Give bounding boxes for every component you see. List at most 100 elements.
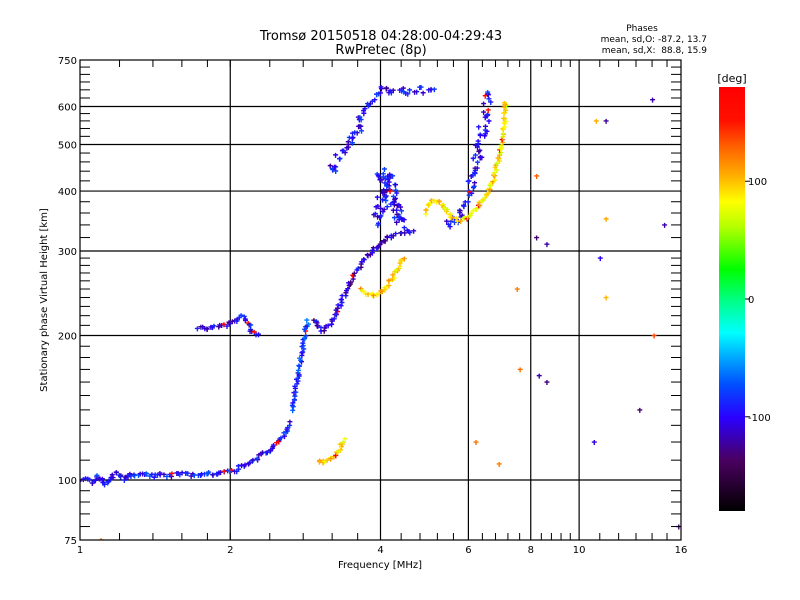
data-point [381,207,387,213]
data-point [411,228,417,234]
y-tick-label: 300 [58,247,77,258]
data-point [378,90,384,96]
data-point [500,140,506,146]
data-point [242,318,248,324]
data-point [229,468,235,474]
data-point [399,208,405,214]
data-point [324,458,330,464]
data-point [470,208,476,214]
data-point [482,124,488,130]
axis-ticks [80,60,681,540]
data-point [407,230,413,236]
data-point [338,303,344,309]
data-point [102,482,108,488]
data-point [399,216,405,222]
data-point [384,234,390,240]
x-tick-label: 1 [77,545,83,556]
colorbar-tick-label: 100 [748,177,767,188]
data-point [333,152,339,158]
data-point [362,106,368,112]
data-point [325,323,331,329]
data-point [164,474,170,480]
x-tick-label: 6 [465,545,471,556]
data-point [394,220,400,226]
data-point [254,456,260,462]
data-point [345,139,351,145]
data-point [485,112,491,118]
data-point [382,238,388,244]
colorbar-tick-label: 0 [748,295,754,306]
data-point [378,206,384,212]
y-tick-label: 200 [58,332,77,343]
data-point [384,204,390,210]
data-point [458,219,464,225]
data-point [361,111,367,117]
data-point [255,332,261,338]
data-point [393,188,399,194]
x-axis-label: Frequency [MHz] [338,560,422,571]
data-point [472,166,478,172]
data-point [465,179,471,185]
data-point [662,222,668,228]
data-point [331,316,337,322]
data-point [300,350,306,356]
data-point [397,261,403,267]
data-point [346,135,352,141]
data-point [315,323,321,329]
data-point [349,140,355,146]
data-point [491,170,497,176]
data-point [481,101,487,107]
data-point [474,145,480,151]
data-point [333,453,339,459]
data-point [210,472,216,478]
y-tick-label: 400 [58,187,77,198]
data-point [221,469,227,475]
y-tick-labels: 75 100 200 300 400 500 600 750 [58,56,77,547]
y-tick-label: 100 [58,476,77,487]
data-point [364,252,370,258]
x-tick-label: 10 [573,545,586,556]
data-point [92,478,98,484]
data-point [371,293,377,299]
colorbar-label: [deg] [717,72,746,85]
y-tick-label: 75 [64,536,77,547]
data-point [380,197,386,203]
data-point [475,160,481,166]
data-point [361,257,367,263]
data-point [248,322,254,328]
data-point [393,268,399,274]
data-point [431,198,437,204]
data-point [185,471,191,477]
data-point [270,443,276,449]
data-point [250,457,256,463]
data-point [345,286,351,292]
data-point [348,280,354,286]
data-point [488,100,494,106]
data-point [591,440,597,446]
data-point [311,318,317,324]
data-point [390,88,396,94]
data-point [472,153,478,159]
x-tick-label: 8 [528,545,534,556]
data-point [393,182,399,188]
data-point [375,204,381,210]
data-point [398,257,404,263]
data-point [476,200,482,206]
data-point [476,141,482,147]
data-point [473,206,479,212]
data-point [338,297,344,303]
data-point [382,195,388,201]
data-point [335,449,341,455]
data-point [304,318,310,324]
data-point [485,107,491,113]
data-point [401,89,407,95]
data-point [462,215,468,221]
data-point [357,123,363,129]
data-point [221,322,227,328]
data-point [328,456,334,462]
data-point [476,124,482,130]
data-point [383,176,389,182]
data-point [466,189,472,195]
x-tick-label: 2 [227,545,233,556]
